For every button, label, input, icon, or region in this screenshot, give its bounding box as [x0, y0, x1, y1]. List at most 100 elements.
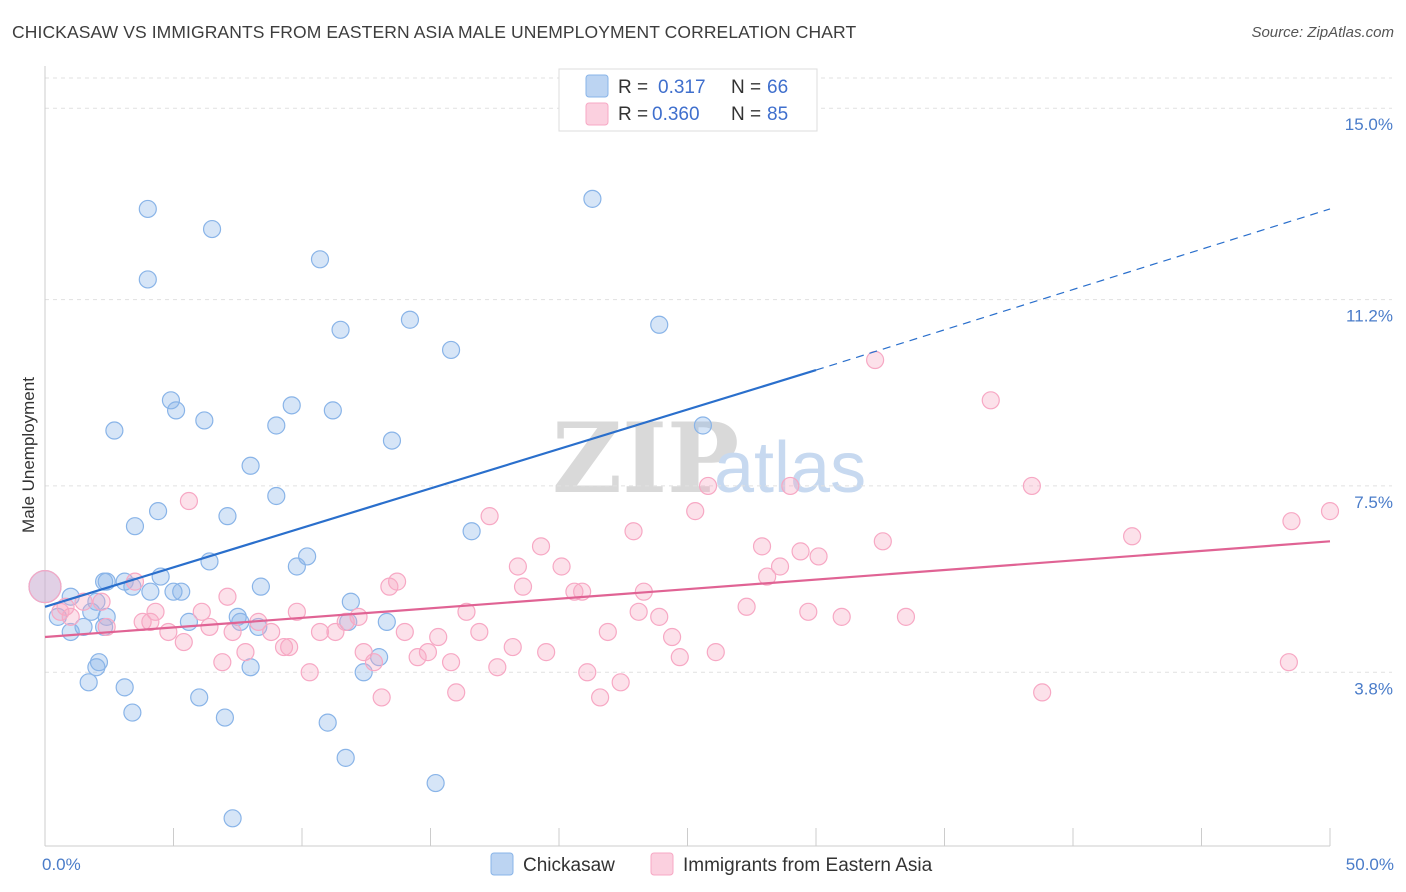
immigrants-point: [503, 637, 522, 657]
immigrants-point: [781, 476, 800, 496]
immigrants-point: [213, 653, 232, 672]
immigrants-point: [92, 592, 111, 611]
chickasaw-point: [241, 658, 260, 677]
immigrants-point: [706, 643, 725, 662]
y-tick-label: 11.2%: [1346, 307, 1393, 326]
chickasaw-point: [166, 401, 186, 420]
immigrants-point: [429, 627, 448, 647]
chickasaw-point: [79, 673, 98, 692]
legend-n-value-1: 66: [767, 77, 788, 98]
watermark: ZIP atlas: [552, 402, 866, 515]
immigrants-point: [192, 602, 211, 621]
immigrants-point: [200, 617, 219, 637]
immigrants-point: [508, 557, 527, 576]
chickasaw-point: [282, 396, 301, 415]
legend-n-value-2: 85: [767, 104, 788, 125]
chickasaw-point: [48, 607, 67, 626]
legend-swatch-chickasaw: [585, 74, 609, 98]
immigrants-point: [28, 570, 62, 604]
immigrants-point: [752, 537, 772, 556]
y-tick-label: 7.5%: [1354, 493, 1393, 512]
legend-r-value-2: 0.360: [652, 104, 700, 125]
immigrants-point: [274, 637, 294, 657]
chickasaw-point: [89, 653, 109, 672]
watermark-atlas: atlas: [714, 428, 866, 508]
y-axis-label: Male Unemployment: [19, 377, 38, 533]
immigrants-point: [262, 622, 281, 642]
immigrants-point: [698, 476, 718, 496]
immigrants-point: [873, 532, 892, 551]
immigrants-point: [300, 663, 319, 682]
immigrants-point: [408, 648, 427, 667]
source-label: Source: ZipAtlas.com: [1251, 24, 1394, 41]
chickasaw-point: [141, 582, 160, 601]
chickasaw-point: [267, 416, 286, 435]
immigrants-point: [146, 602, 165, 621]
immigrants-point: [447, 683, 466, 702]
chickasaw-point: [195, 411, 214, 430]
chickasaw-point: [400, 310, 420, 329]
chickasaw-point: [215, 708, 234, 727]
immigrants-point: [223, 622, 242, 642]
legend-swatch-immigrants: [585, 102, 609, 126]
immigrants-point: [470, 622, 489, 642]
immigrants-point: [418, 643, 438, 662]
chickasaw-point: [331, 320, 350, 339]
immigrants-point: [832, 607, 851, 626]
chickasaw-point: [202, 219, 222, 239]
chickasaw-point: [218, 507, 237, 526]
immigrants-point: [537, 643, 556, 662]
immigrants-point: [159, 622, 178, 642]
immigrants-point: [51, 602, 70, 621]
immigrants-point: [488, 658, 507, 677]
chickasaw-point: [61, 622, 80, 642]
chickasaw-point: [241, 456, 260, 475]
immigrants-point: [74, 592, 93, 611]
immigrants-point: [513, 577, 533, 596]
y-tick-label: 3.8%: [1354, 679, 1393, 698]
chickasaw-point: [87, 658, 106, 677]
chickasaw-point: [341, 592, 360, 611]
immigrants-point: [218, 587, 237, 606]
immigrants-point: [310, 622, 330, 642]
chickasaw-point: [318, 713, 337, 732]
immigrants-point: [686, 502, 705, 521]
bottom-legend-label-immigrants: Immigrants from Eastern Asia: [683, 855, 933, 876]
immigrants-point: [591, 688, 610, 707]
immigrants-point: [737, 597, 756, 616]
chickasaw-point: [462, 522, 481, 541]
immigrants-point: [531, 537, 551, 556]
legend-n-label-1: N =: [731, 77, 761, 98]
immigrants-point: [1320, 502, 1340, 521]
immigrants-point: [287, 602, 306, 621]
immigrants-point: [552, 557, 571, 576]
immigrants-point: [1279, 653, 1298, 672]
immigrants-point: [457, 602, 476, 621]
immigrants-point: [61, 607, 80, 626]
immigrants-point: [670, 648, 689, 667]
trend-layer: [44, 208, 1331, 639]
immigrants-point: [650, 607, 669, 626]
x-tick-label: 0.0%: [42, 855, 81, 874]
chickasaw-point: [336, 748, 355, 767]
y-tick-label: 15.0%: [1345, 115, 1393, 134]
chickasaw-trend-line: [44, 369, 817, 608]
legend-n-label-2: N =: [731, 104, 761, 125]
chickasaw-point: [148, 502, 168, 521]
immigrants-point: [141, 612, 160, 631]
immigrants-point: [629, 602, 648, 621]
immigrants-point: [236, 643, 255, 662]
bottom-legend-swatch-immigrants: [650, 852, 674, 876]
immigrants-point: [598, 622, 617, 642]
immigrants-point: [866, 350, 885, 370]
chickasaw-point: [190, 688, 209, 707]
immigrants-point: [372, 688, 391, 707]
watermark-zip: ZIP: [552, 402, 739, 515]
immigrants-point: [1022, 476, 1041, 496]
x-tick-label: 50.0%: [1346, 855, 1394, 874]
immigrants-point: [364, 653, 384, 672]
chickasaw-point: [87, 592, 106, 611]
chickasaw-point: [164, 582, 183, 601]
chickasaw-trend-extension: [815, 208, 1331, 371]
